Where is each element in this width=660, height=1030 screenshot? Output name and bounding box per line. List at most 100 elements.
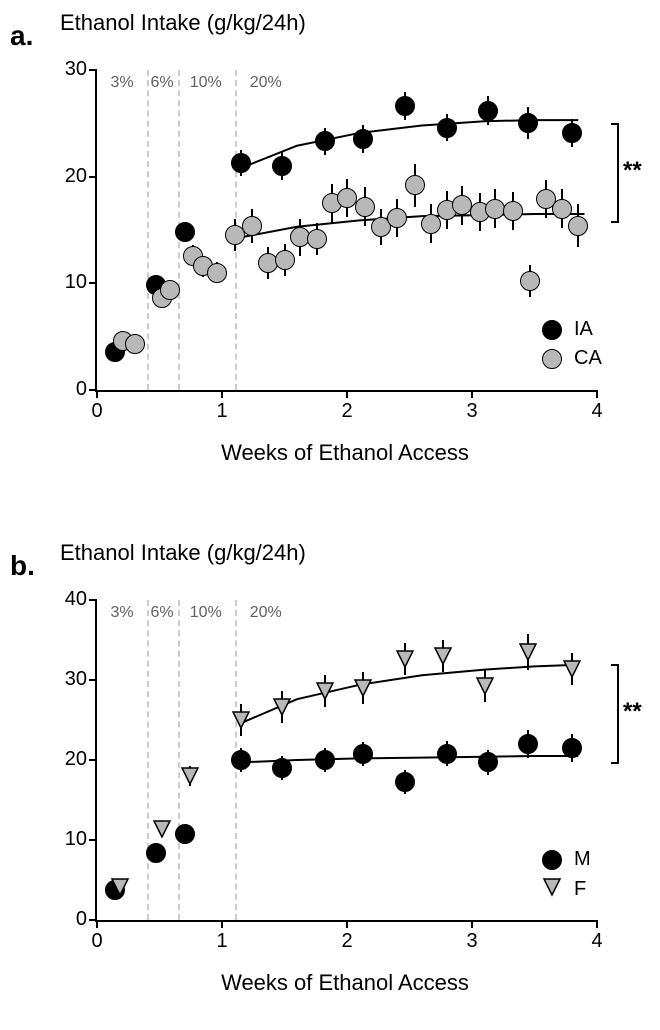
data-point [125,334,145,354]
data-point [307,229,327,249]
data-point [180,766,200,786]
x-tick [346,390,348,398]
conc-label: 20% [246,604,286,622]
data-point [433,646,453,666]
legend: MF [542,848,591,908]
data-point [315,750,335,770]
y-tick [89,176,97,178]
data-point [568,216,588,236]
x-tick [221,920,223,928]
x-tick-label: 3 [457,930,487,953]
data-point [353,129,373,149]
legend-marker-icon [542,349,562,369]
data-point [478,752,498,772]
significance-label: ** [623,698,642,726]
data-point [520,271,540,291]
x-tick-label: 3 [457,400,487,423]
conc-label: 20% [246,74,286,92]
data-point [231,153,251,173]
data-point [231,710,251,730]
panel-b: b. Ethanol Intake (g/kg/24h) 01020304001… [0,530,660,1010]
y-tick [89,69,97,71]
conc-label: 6% [142,604,182,622]
x-tick [596,920,598,928]
y-tick [89,599,97,601]
data-point [315,681,335,701]
legend-label: CA [574,347,602,370]
data-point [503,201,523,221]
x-tick [96,920,98,928]
y-tick-label: 30 [47,668,87,691]
data-point [518,734,538,754]
panel-b-x-title: Weeks of Ethanol Access [95,970,595,996]
data-point [395,96,415,116]
data-point [175,824,195,844]
data-point [562,123,582,143]
data-point [146,843,166,863]
data-point [175,222,195,242]
data-point [160,280,180,300]
legend-item: M [542,848,591,871]
y-tick-label: 10 [47,271,87,294]
x-tick-label: 4 [582,930,612,953]
y-tick-label: 20 [47,165,87,188]
significance-bracket [611,123,619,223]
panel-b-label: b. [10,550,35,582]
data-point [562,659,582,679]
x-tick [346,920,348,928]
conc-label: 10% [186,604,226,622]
data-point [272,156,292,176]
legend-marker-icon [542,877,562,902]
x-tick [596,390,598,398]
panel-a-label: a. [10,20,33,52]
panel-a-plot: 0102030012343%6%10%20%IACA** [95,70,597,392]
y-tick [89,282,97,284]
x-tick [221,390,223,398]
data-point [272,758,292,778]
data-point [110,877,130,897]
data-point [478,101,498,121]
data-point [242,216,262,236]
legend-label: M [574,848,591,871]
y-tick [89,679,97,681]
legend-label: F [574,878,586,901]
y-tick-label: 40 [47,588,87,611]
conc-label: 10% [186,74,226,92]
data-point [387,208,407,228]
panel-a-y-title: Ethanol Intake (g/kg/24h) [60,10,306,36]
conc-label: 3% [102,74,142,92]
x-tick-label: 1 [207,400,237,423]
figure-root: a. Ethanol Intake (g/kg/24h) 01020300123… [0,0,660,1030]
x-tick [96,390,98,398]
data-point [421,214,441,234]
significance-label: ** [623,157,642,185]
data-point [475,676,495,696]
data-point [152,819,172,839]
legend: IA CA [542,318,602,376]
y-tick-label: 20 [47,748,87,771]
y-tick [89,839,97,841]
x-tick-label: 2 [332,930,362,953]
significance-bracket [611,664,619,764]
x-tick [471,920,473,928]
data-point [353,678,373,698]
data-point [437,118,457,138]
y-tick-label: 30 [47,58,87,81]
data-point [275,250,295,270]
data-point [207,263,227,283]
data-point [518,113,538,133]
data-point [355,197,375,217]
legend-label: IA [574,318,593,341]
data-point [518,642,538,662]
legend-marker-icon [542,850,562,870]
conc-divider [147,70,149,390]
panel-a-x-title: Weeks of Ethanol Access [95,440,595,466]
legend-marker-icon [542,320,562,340]
data-point [353,744,373,764]
legend-item: F [542,877,591,902]
y-tick-label: 0 [47,378,87,401]
conc-label: 3% [102,604,142,622]
data-point [272,697,292,717]
legend-item: CA [542,347,602,370]
data-point [315,131,335,151]
